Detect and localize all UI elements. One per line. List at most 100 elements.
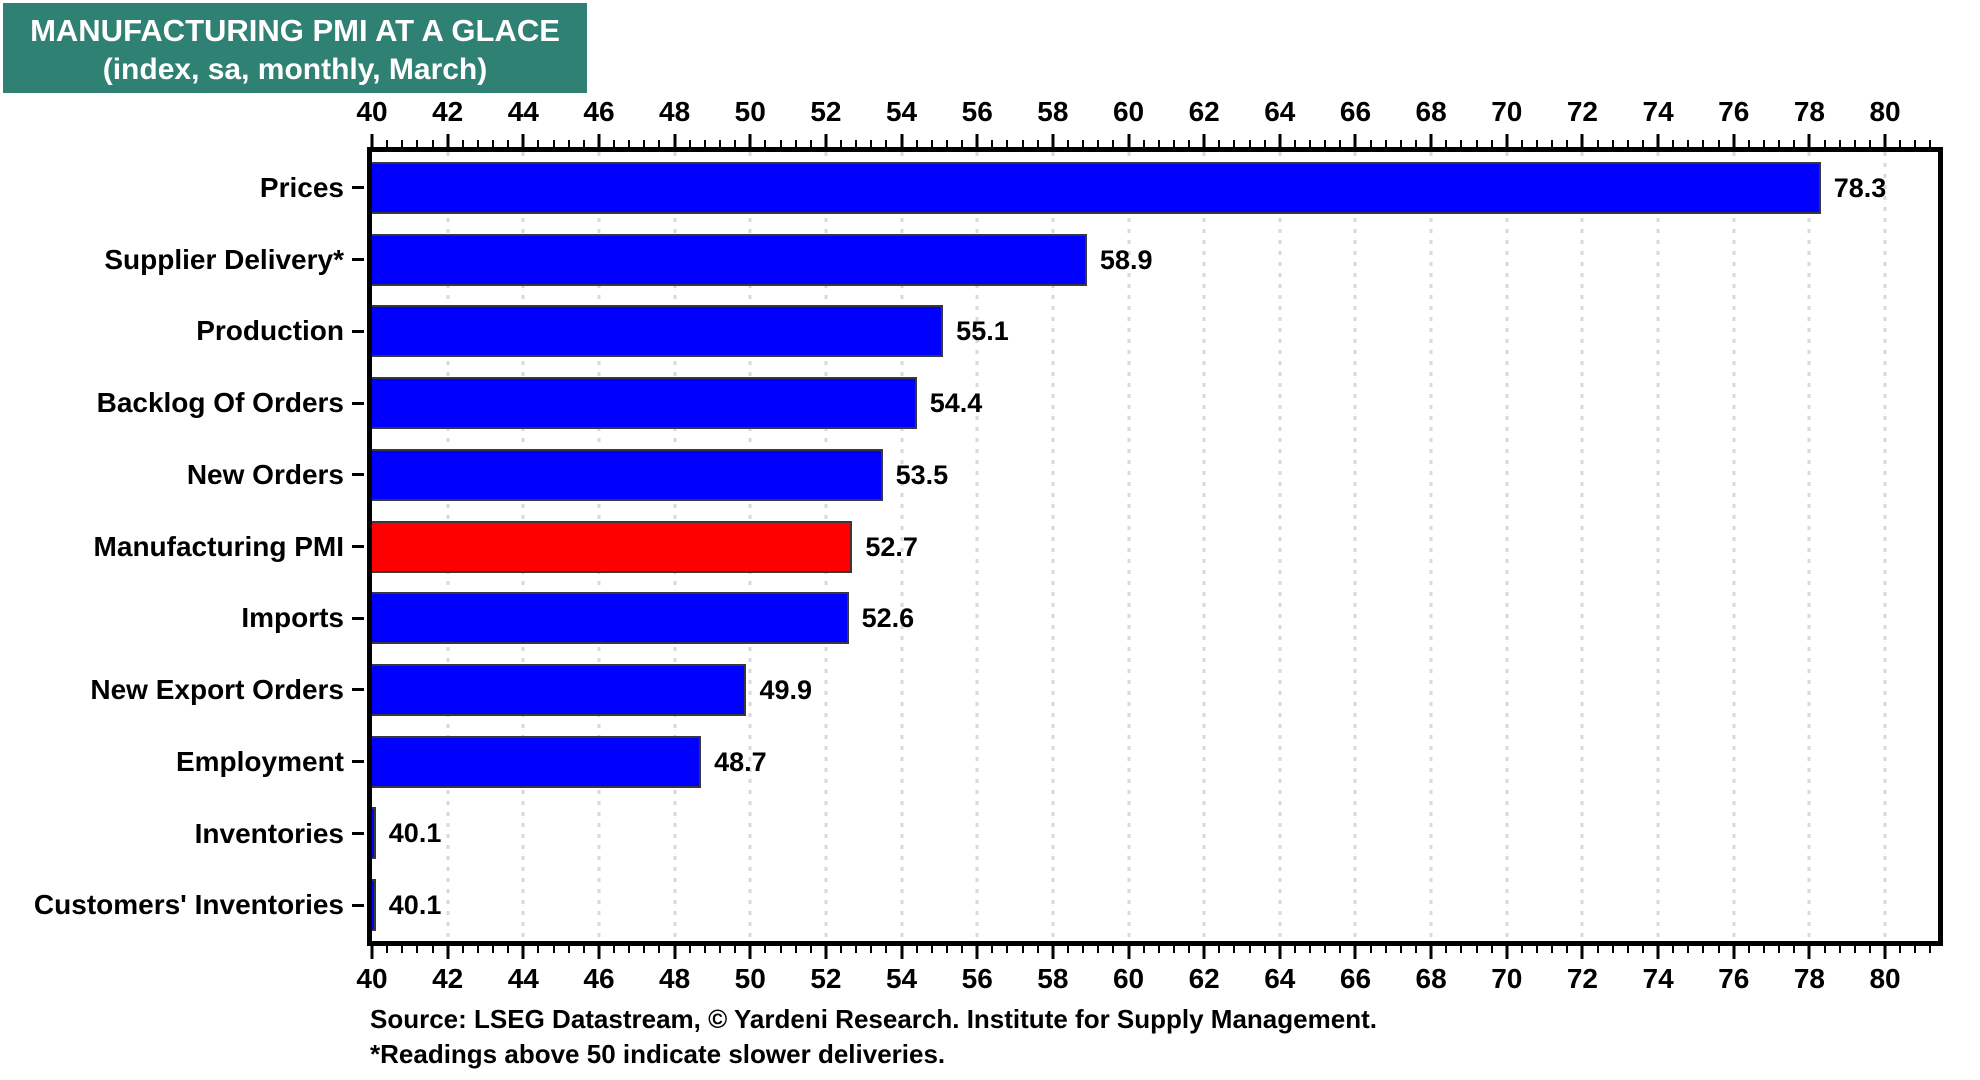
x-tick-minor-76.4	[1747, 140, 1750, 147]
x-tick-minor-41.2	[416, 140, 419, 147]
x-axis-tick-label-60: 60	[1112, 96, 1145, 127]
x-tick-minor-56.4	[991, 140, 994, 147]
gridline-70	[1505, 152, 1509, 941]
x-tick-major-64	[1278, 946, 1282, 959]
x-tick-minor-46.4	[613, 946, 616, 953]
x-tick-major-44	[521, 946, 525, 959]
x-tick-minor-40.4	[386, 946, 389, 953]
x-tick-minor-44.4	[537, 140, 540, 147]
x-axis-tick-label-70: 70	[1491, 963, 1523, 994]
x-tick-major-46	[597, 946, 601, 959]
x-tick-minor-71.6	[1566, 140, 1569, 147]
x-tick-minor-40.8	[401, 140, 404, 147]
x-tick-minor-67.2	[1399, 946, 1402, 953]
x-axis-tick-label-50: 50	[734, 963, 766, 994]
x-axis-tick-label-74: 74	[1642, 96, 1674, 127]
gridline-58	[1051, 152, 1055, 941]
value-label-supplier-delivery: 58.9	[1099, 244, 1153, 275]
chart-title: MANUFACTURING PMI AT A GLACE	[30, 13, 560, 48]
y-tick-imports	[352, 616, 364, 620]
x-tick-minor-53.6	[885, 946, 888, 953]
x-tick-minor-56.4	[991, 946, 994, 953]
y-tick-backlog-of-orders	[352, 401, 364, 405]
gridline-66	[1353, 152, 1357, 941]
x-tick-minor-68.4	[1445, 140, 1448, 147]
category-label-new-export-orders: New Export Orders	[90, 674, 344, 706]
x-tick-major-58	[1051, 946, 1055, 959]
y-tick-manufacturing-pmi	[352, 545, 364, 548]
x-tick-minor-75.6	[1717, 946, 1720, 953]
x-tick-minor-61.6	[1188, 946, 1191, 953]
x-tick-minor-75.2	[1702, 140, 1705, 147]
x-tick-minor-79.2	[1853, 946, 1856, 953]
x-tick-minor-66.4	[1369, 140, 1372, 147]
x-tick-minor-68.4	[1445, 946, 1448, 953]
x-axis-tick-label-58: 58	[1037, 96, 1069, 127]
x-tick-major-44	[521, 134, 525, 147]
y-tick-customers-inventories	[352, 903, 364, 907]
x-tick-major-50	[748, 946, 752, 959]
x-tick-minor-52.4	[840, 946, 843, 953]
x-tick-minor-78.8	[1838, 946, 1841, 953]
x-tick-minor-49.6	[734, 946, 737, 953]
x-axis-top-ticks	[370, 131, 1938, 147]
x-tick-major-68	[1429, 134, 1433, 147]
x-axis-tick-label-72: 72	[1566, 963, 1598, 994]
x-tick-major-54	[900, 946, 904, 959]
x-tick-minor-44.8	[552, 140, 555, 147]
x-tick-minor-57.6	[1036, 946, 1039, 953]
value-label-employment: 48.7	[714, 746, 767, 777]
x-tick-minor-43.2	[492, 946, 495, 953]
gridline-56	[975, 152, 979, 941]
x-tick-minor-79.2	[1853, 140, 1856, 147]
x-tick-minor-66.4	[1369, 946, 1372, 953]
x-tick-major-76	[1732, 946, 1736, 959]
x-tick-minor-58.4	[1067, 140, 1069, 147]
x-axis-tick-label-52: 52	[810, 963, 842, 994]
x-tick-major-78	[1807, 134, 1811, 147]
x-tick-minor-59.6	[1112, 140, 1115, 147]
x-axis-tick-label-54: 54	[885, 963, 918, 994]
plot-bars: 78.3 58.9 55.1 54.4 53.5 52.7 52.6 49.9 48.7 40.1…	[372, 152, 1938, 941]
x-tick-minor-53.6	[885, 140, 888, 147]
x-axis-tick-label-58: 58	[1037, 963, 1069, 994]
x-tick-minor-71.2	[1551, 140, 1554, 147]
gridline-78	[1807, 152, 1811, 941]
x-tick-major-40	[370, 134, 374, 147]
gridline-74	[1656, 152, 1660, 941]
gridline-64	[1278, 152, 1282, 941]
x-tick-minor-47.2	[643, 946, 646, 953]
category-label-imports: Imports	[241, 602, 344, 634]
x-tick-major-52	[824, 946, 828, 959]
x-tick-minor-75.2	[1702, 946, 1705, 953]
gridline-60	[1127, 152, 1131, 941]
x-tick-minor-74.4	[1672, 140, 1675, 147]
value-label-inventories: 40.1	[388, 818, 442, 849]
x-tick-minor-56.8	[1006, 140, 1009, 147]
x-tick-minor-65.2	[1324, 946, 1327, 953]
x-axis-tick-label-64: 64	[1264, 96, 1296, 127]
x-tick-minor-45.2	[567, 946, 570, 953]
x-tick-minor-53.2	[870, 140, 873, 147]
x-tick-minor-68.8	[1460, 140, 1463, 147]
x-tick-minor-62.4	[1218, 946, 1221, 953]
x-tick-minor-77.2	[1778, 140, 1781, 147]
x-tick-major-80	[1883, 946, 1887, 959]
x-tick-minor-80.4	[1899, 140, 1902, 147]
bar-supplier-delivery	[372, 233, 1087, 286]
category-label-customers-inventories: Customers' Inventories	[33, 889, 344, 921]
x-tick-minor-55.2	[945, 140, 948, 147]
x-tick-minor-60.8	[1157, 946, 1160, 953]
x-axis-tick-label-48: 48	[659, 963, 691, 994]
x-tick-minor-42.8	[476, 140, 479, 147]
x-axis-tick-label-80: 80	[1869, 963, 1901, 994]
x-tick-minor-73.2	[1626, 946, 1629, 953]
x-tick-minor-70.4	[1520, 946, 1523, 953]
x-axis-tick-label-64: 64	[1264, 963, 1296, 994]
x-tick-minor-61.2	[1172, 946, 1175, 953]
x-tick-major-50	[748, 134, 752, 147]
x-axis-top-labels: 40 42 44 46 48 50 52 54 56 58 60 62 64 66 68 70 72 74 76 78…	[356, 96, 1938, 128]
x-tick-minor-80.8	[1914, 946, 1917, 953]
x-axis-tick-label-78: 78	[1793, 96, 1825, 127]
category-label-production: Production	[196, 315, 344, 347]
